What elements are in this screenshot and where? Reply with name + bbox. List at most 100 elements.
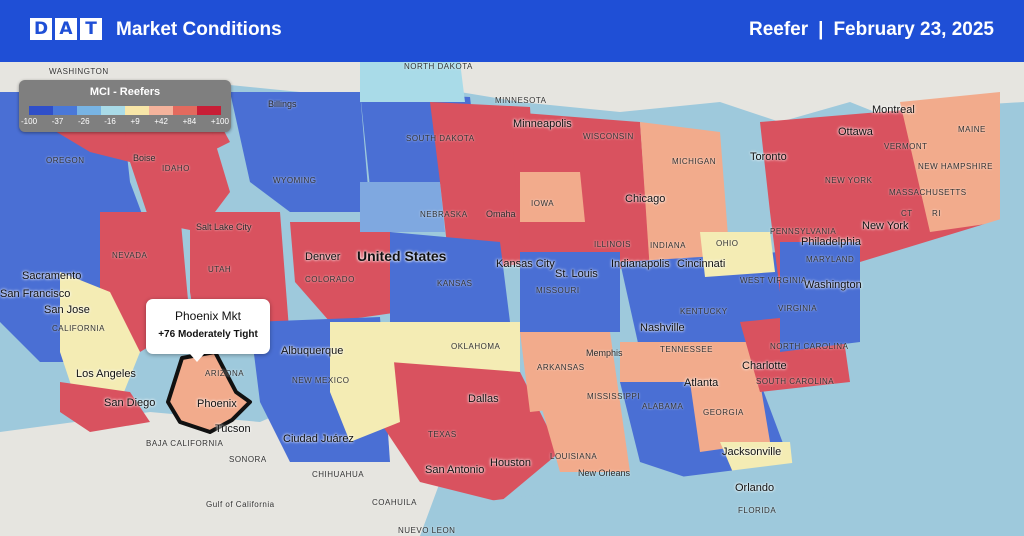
- label-city: Cincinnati: [677, 258, 726, 270]
- legend-swatch: [173, 106, 197, 115]
- label-city: Denver: [305, 251, 341, 263]
- atlantic-water: [810, 212, 1024, 536]
- gulf-water: [480, 462, 830, 536]
- arkansas-tight: [520, 332, 620, 412]
- label-state: MINNESOTA: [495, 96, 547, 105]
- label-city: Toronto: [750, 151, 787, 163]
- label-city: New York: [862, 220, 909, 232]
- label-state: CHIHUAHUA: [312, 470, 365, 479]
- mountain-loose: [230, 92, 370, 212]
- label-state: IDAHO: [162, 164, 190, 173]
- label-city: New Orleans: [578, 468, 631, 478]
- legend-tick: +84: [182, 117, 197, 126]
- label-city: Jacksonville: [722, 446, 782, 458]
- label-state: FLORIDA: [738, 506, 777, 515]
- kansas-loose: [390, 232, 510, 322]
- label-state: NUEVO LEON: [398, 526, 456, 535]
- label-state: MISSOURI: [536, 286, 580, 295]
- label-state: NEVADA: [112, 251, 148, 260]
- label-state: KENTUCKY: [680, 307, 728, 316]
- louisiana-tight: [540, 402, 630, 472]
- legend-tick: +9: [130, 117, 140, 126]
- label-state: GEORGIA: [703, 408, 744, 417]
- legend-swatch: [101, 106, 125, 115]
- label-city: Salt Lake City: [196, 222, 252, 232]
- legend-tick: -37: [51, 117, 64, 126]
- legend-swatch: [125, 106, 149, 115]
- label-state: OHIO: [716, 239, 739, 248]
- label-state: BAJA CALIFORNIA: [146, 439, 224, 448]
- label-state: CT: [901, 209, 913, 218]
- label-city: Sacramento: [22, 270, 82, 282]
- label-city: Omaha: [486, 209, 516, 219]
- socal-tight: [60, 382, 150, 432]
- phoenix-market-callout[interactable]: Phoenix Mkt +76 Moderately Tight: [146, 299, 270, 362]
- canada-land: [0, 62, 1024, 122]
- label-state: NEW HAMPSHIRE: [918, 162, 993, 171]
- label-state: LOUISIANA: [550, 452, 598, 461]
- logo-letter-t: T: [80, 18, 102, 40]
- label-state: CALIFORNIA: [52, 324, 106, 333]
- label-state: SOUTH CAROLINA: [756, 377, 835, 386]
- label-city: San Antonio: [425, 464, 485, 476]
- label-state: INDIANA: [650, 241, 686, 250]
- label-city: Indianapolis: [611, 258, 670, 270]
- report-date: February 23, 2025: [833, 19, 994, 40]
- label-state: COLORADO: [305, 275, 355, 284]
- label-united-states: United States: [357, 248, 447, 264]
- callout-title: Phoenix Mkt: [174, 309, 242, 323]
- label-city: Philadelphia: [801, 236, 861, 248]
- legend-tick: +100: [210, 117, 229, 126]
- label-city: Atlanta: [684, 377, 719, 389]
- mci-legend: MCI - Reefers -100 -37 -26 -16 +9 +42 +8…: [19, 80, 231, 132]
- label-city: San Francisco: [0, 288, 71, 300]
- label-city: Charlotte: [742, 360, 787, 372]
- label-state: MARYLAND: [806, 255, 855, 264]
- texas-tight: [380, 362, 560, 502]
- tennessee-tight: [620, 342, 760, 382]
- label-state: UTAH: [208, 265, 232, 274]
- label-state: MAINE: [958, 125, 986, 134]
- mci-map: [0, 62, 1024, 536]
- label-state: COAHUILA: [372, 498, 417, 507]
- legend-swatch: [197, 106, 221, 115]
- label-city: Nashville: [640, 322, 685, 334]
- label-state: NEW MEXICO: [292, 376, 350, 385]
- label-city: Kansas City: [496, 258, 555, 270]
- label-city: Memphis: [586, 348, 623, 358]
- header-right: Reefer | February 23, 2025: [749, 19, 994, 41]
- label-city: San Diego: [104, 397, 156, 409]
- texas-west-neutral: [330, 322, 400, 442]
- label-state: WYOMING: [273, 176, 317, 185]
- legend-tick: +42: [154, 117, 168, 126]
- label-state: ARKANSAS: [537, 363, 585, 372]
- label-state: NORTH CAROLINA: [770, 342, 849, 351]
- label-state: NEW YORK: [825, 176, 873, 185]
- header-bar: D A T Market Conditions Reefer | Februar…: [0, 0, 1024, 62]
- label-state: OKLAHOMA: [451, 342, 501, 351]
- label-state: RI: [932, 209, 941, 218]
- california-neutral: [60, 272, 140, 412]
- legend-tick: -100: [21, 117, 38, 126]
- label-state: PENNSYLVANIA: [770, 227, 837, 236]
- label-state: SONORA: [229, 455, 267, 464]
- label-state: VIRGINIA: [778, 304, 818, 313]
- label-state: TEXAS: [428, 430, 457, 439]
- label-state: MASSACHUSETTS: [889, 188, 967, 197]
- appalachia-loose: [780, 242, 860, 352]
- dat-logo: D A T: [30, 18, 102, 40]
- missouri-loose: [520, 252, 620, 332]
- phoenix-market-region: [166, 350, 252, 434]
- label-city: Orlando: [735, 482, 775, 494]
- label-city: Boise: [133, 153, 156, 163]
- legend-tick: -16: [104, 117, 116, 126]
- label-city: Washington: [804, 279, 862, 291]
- label-city: Houston: [490, 457, 531, 469]
- colorado-tight: [290, 222, 400, 322]
- page-title: Market Conditions: [116, 19, 282, 40]
- label-state: KANSAS: [437, 279, 473, 288]
- label-city: Albuquerque: [281, 345, 344, 357]
- iowa-tight: [520, 172, 585, 222]
- label-water: Gulf of California: [206, 500, 275, 509]
- logo-letter-a: A: [55, 18, 77, 40]
